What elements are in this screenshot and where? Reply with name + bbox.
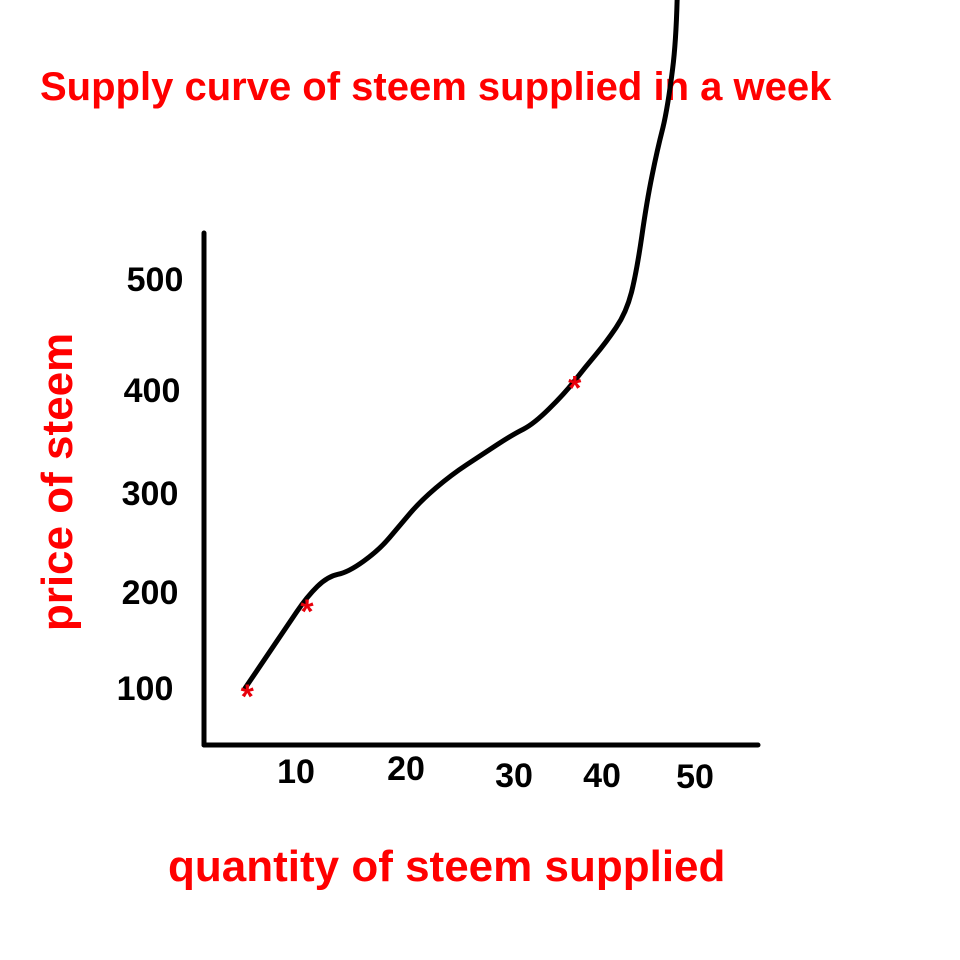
marker-point-3: *: [568, 370, 582, 408]
supply-curve-line: [242, 0, 680, 691]
x-tick-label-10: 10: [277, 753, 315, 791]
data-point-markers: ****: [241, 370, 582, 717]
x-tick-label-50: 50: [676, 758, 714, 796]
x-tick-label-30: 30: [495, 757, 533, 795]
y-axis-title: price of steem: [33, 333, 82, 631]
y-tick-label-300: 300: [122, 475, 179, 513]
x-tick-label-20: 20: [387, 750, 425, 788]
x-tick-labels: 10 20 30 40 50: [277, 750, 714, 796]
y-tick-labels: 100 200 300 400 500: [117, 261, 184, 708]
y-tick-label-500: 500: [127, 261, 184, 299]
y-tick-label-400: 400: [124, 372, 181, 410]
chart-title: Supply curve of steem supplied in a week: [40, 65, 832, 109]
x-tick-label-40: 40: [583, 757, 621, 795]
y-tick-label-200: 200: [122, 574, 179, 612]
marker-point-2: *: [300, 593, 314, 631]
y-tick-label-100: 100: [117, 670, 174, 708]
marker-point-1: *: [241, 678, 255, 716]
x-axis-title: quantity of steem supplied: [168, 842, 725, 891]
